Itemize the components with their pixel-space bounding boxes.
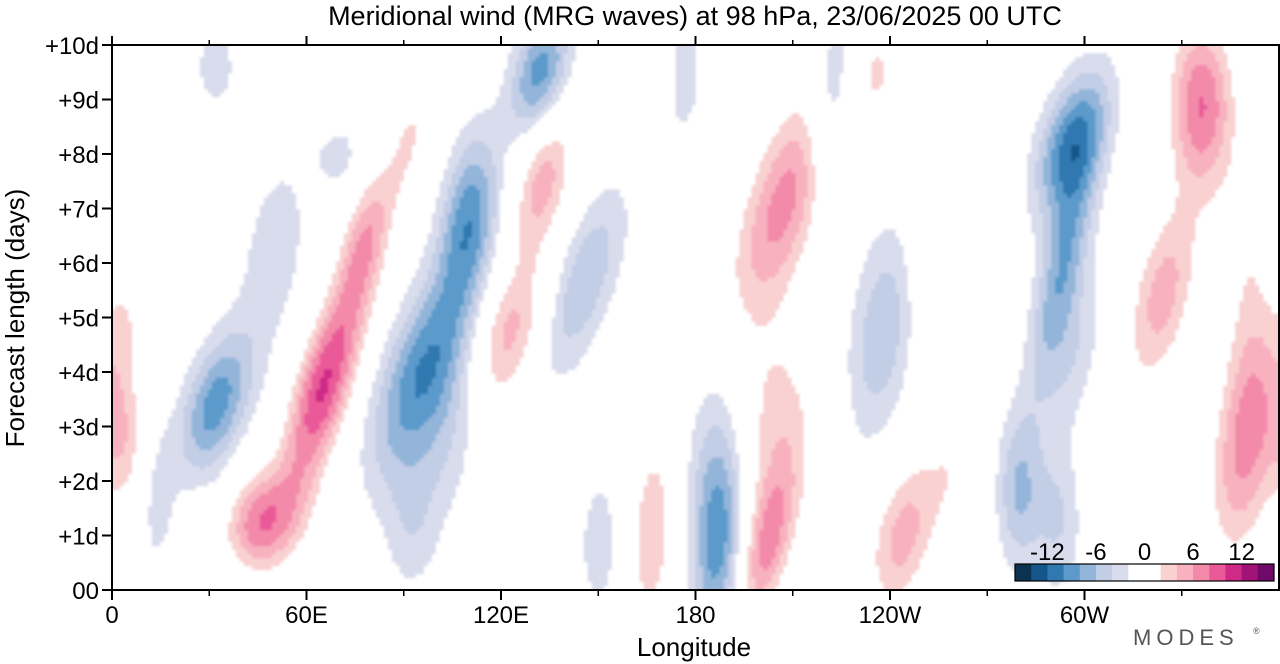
colorbar-swatch [1031, 564, 1048, 581]
y-tick-label: +2d [58, 469, 99, 496]
colorbar-swatch [1128, 564, 1145, 581]
colorbar-label: 6 [1186, 539, 1199, 566]
y-tick-label: +4d [58, 360, 99, 387]
y-tick-label: +1d [58, 524, 99, 551]
x-tick-label: 60W [1060, 602, 1110, 629]
y-tick-label: +7d [58, 197, 99, 224]
x-tick-label: 120E [473, 602, 529, 629]
colorbar-swatch [1193, 564, 1210, 581]
colorbar-swatch [1047, 564, 1064, 581]
colorbar-swatch [1015, 564, 1032, 581]
chart-title: Meridional wind (MRG waves) at 98 hPa, 2… [328, 1, 1062, 31]
colorbar-swatch [1209, 564, 1226, 581]
colorbar-swatch [1176, 564, 1194, 581]
y-axis-label: Forecast length (days) [0, 189, 30, 448]
plot-area [111, 44, 1280, 591]
colorbar-swatch [1241, 564, 1259, 581]
y-axis: 00 +1d +2d +3d +4d +5d +6d +7d +8d +9d +10d [45, 33, 112, 605]
colorbar-swatch [1063, 564, 1081, 581]
colorbar-swatch [1225, 564, 1243, 581]
colorbar-swatch [1144, 564, 1162, 581]
colorbar-label: 12 [1228, 539, 1255, 566]
y-tick-label: +6d [58, 251, 99, 278]
x-tick-label: 120W [859, 602, 922, 629]
y-tick-label: +5d [58, 306, 99, 333]
y-tick-label: +10d [45, 33, 99, 60]
colorbar-swatch [1079, 564, 1097, 581]
y-tick-label: +3d [58, 415, 99, 442]
colorbar-frame [1014, 563, 1275, 582]
wind-contour-field [112, 45, 1279, 590]
x-tick-label: 0 [105, 602, 118, 629]
colorbar-label: 0 [1138, 539, 1151, 566]
x-tick-label: 180 [675, 602, 715, 629]
x-axis: 0 60E 120E 180 120W 60W [105, 36, 1183, 629]
colorbar-swatch [1095, 564, 1113, 581]
x-tick-label: 60E [285, 602, 328, 629]
y-tick-label: +9d [58, 88, 99, 115]
colorbar-label: -6 [1085, 539, 1106, 566]
colorbar-swatch [1160, 564, 1178, 581]
colorbar-swatch [1112, 564, 1129, 581]
x-axis-label: Longitude [637, 632, 751, 662]
colorbar-legend: -12 -6 0 6 12 [1014, 539, 1275, 582]
y-tick-label: 00 [72, 578, 99, 605]
registered-mark: ® [1253, 626, 1260, 636]
colorbar-label: -12 [1030, 539, 1065, 566]
modes-logo: MODES [1133, 625, 1239, 650]
y-tick-label: +8d [58, 142, 99, 169]
colorbar-swatch [1257, 564, 1275, 581]
